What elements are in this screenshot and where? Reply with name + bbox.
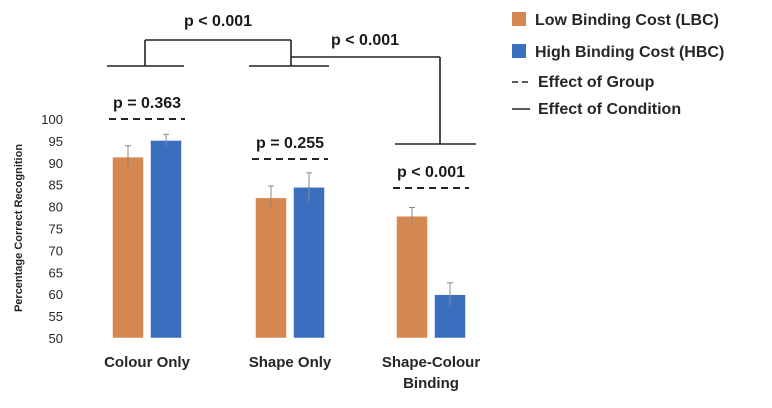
group-effect-annotations: p = 0.363 p = 0.255 p < 0.001 bbox=[109, 95, 469, 189]
bar bbox=[112, 156, 144, 339]
y-tick-label: 80 bbox=[49, 200, 63, 215]
legend: Low Binding Cost (LBC) High Binding Cost … bbox=[512, 12, 724, 118]
y-tick-label: 60 bbox=[49, 287, 63, 302]
y-tick-label: 70 bbox=[49, 243, 63, 258]
bar bbox=[396, 215, 428, 339]
y-tick-label: 50 bbox=[49, 331, 63, 346]
bar bbox=[255, 197, 287, 339]
group-p-value: p < 0.001 bbox=[397, 164, 465, 181]
category-label: Colour Only bbox=[104, 354, 190, 371]
legend-label: High Binding Cost (HBC) bbox=[535, 44, 724, 61]
condition-p-value: p < 0.001 bbox=[184, 13, 252, 30]
category-label: Shape-Colour Binding bbox=[382, 354, 480, 392]
bars bbox=[112, 133, 466, 339]
bar bbox=[293, 187, 325, 339]
y-tick-label: 75 bbox=[49, 222, 63, 237]
legend-swatch bbox=[512, 12, 526, 26]
legend-label: Low Binding Cost (LBC) bbox=[535, 12, 719, 29]
category-label: Shape Only bbox=[249, 354, 332, 371]
y-axis-label: Percentage Correct Recognition bbox=[13, 144, 25, 312]
bar bbox=[150, 140, 182, 339]
y-tick-label: 100 bbox=[41, 112, 63, 127]
group-p-value: p = 0.255 bbox=[256, 135, 324, 152]
y-axis: 50 55 60 65 70 75 80 85 90 95 100 bbox=[41, 112, 63, 346]
group-p-value: p = 0.363 bbox=[113, 95, 181, 112]
y-tick-label: 55 bbox=[49, 309, 63, 324]
legend-label: Effect of Group bbox=[538, 74, 655, 91]
legend-label: Effect of Condition bbox=[538, 101, 681, 118]
y-tick-label: 90 bbox=[49, 156, 63, 171]
legend-swatch bbox=[512, 44, 526, 58]
condition-effect-annotations: p < 0.001 p < 0.001 bbox=[107, 13, 476, 145]
condition-p-value: p < 0.001 bbox=[331, 32, 399, 49]
y-tick-label: 95 bbox=[49, 134, 63, 149]
y-tick-label: 65 bbox=[49, 265, 63, 280]
category-labels: Colour Only Shape Only Shape-Colour Binding bbox=[104, 354, 480, 392]
y-tick-label: 85 bbox=[49, 178, 63, 193]
